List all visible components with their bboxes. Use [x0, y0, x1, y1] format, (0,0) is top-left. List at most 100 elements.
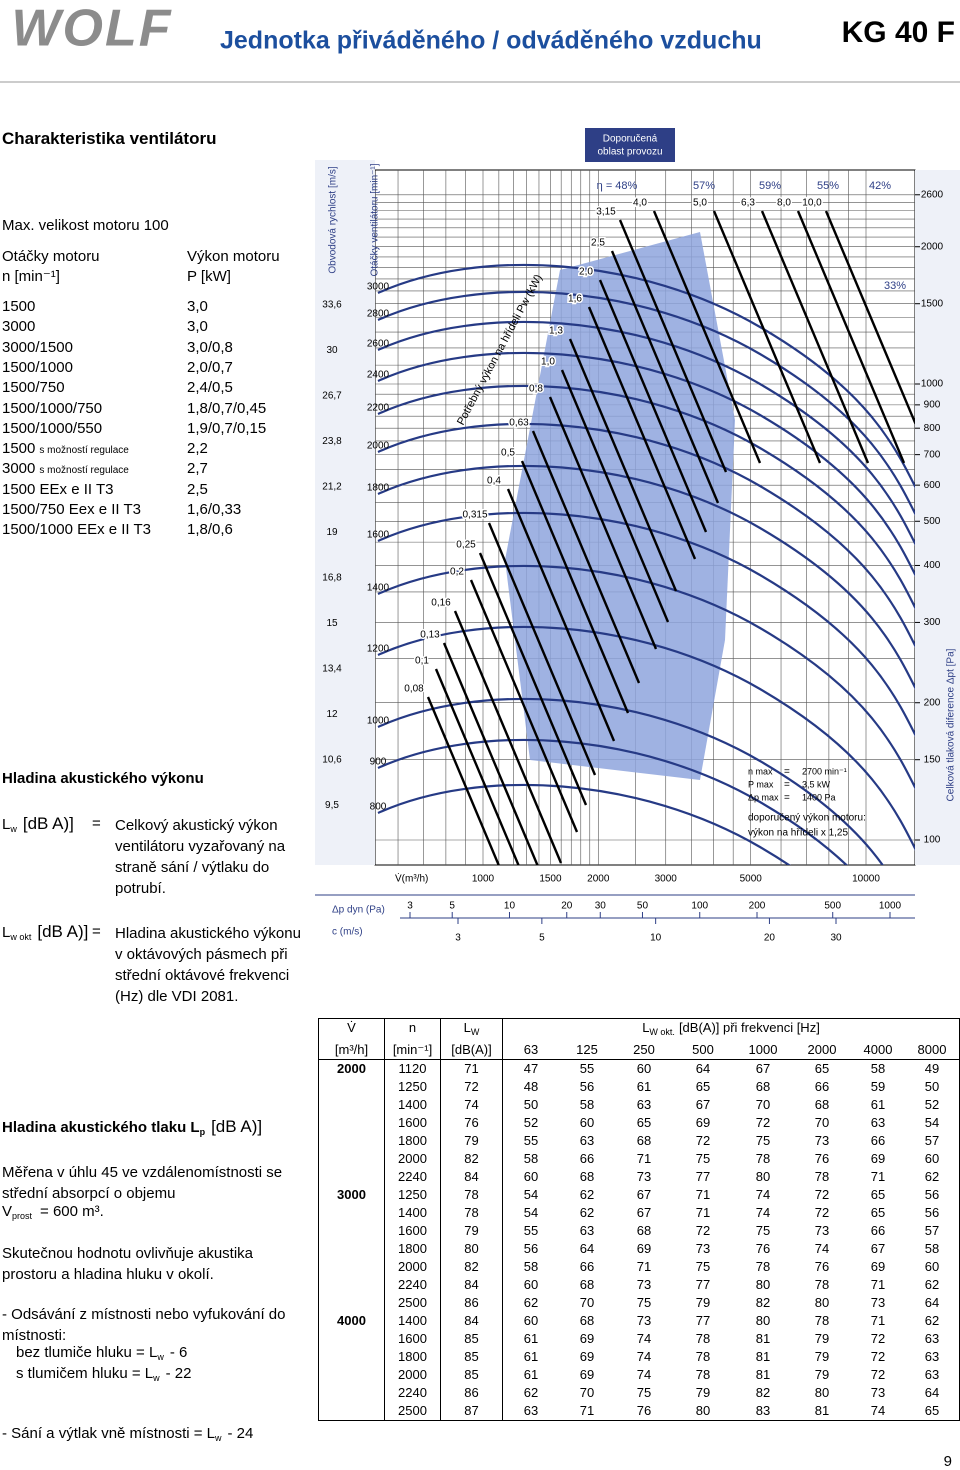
- cell: 79: [793, 1348, 851, 1366]
- cell: 78: [793, 1276, 851, 1294]
- cell: 55: [503, 1132, 559, 1150]
- fan-curve: [377, 464, 915, 690]
- cell: 79: [673, 1294, 733, 1312]
- cell: 2240: [385, 1168, 441, 1186]
- value: 60: [523, 1277, 539, 1292]
- value: 64: [579, 1241, 595, 1256]
- pressure-label: 500: [924, 516, 941, 527]
- pressure-label: 300: [924, 617, 941, 628]
- volume: Vprost = 600 m³.: [2, 1203, 104, 1225]
- pressure-label: 800: [924, 423, 941, 434]
- cell: 74: [733, 1204, 793, 1222]
- val: - 24: [227, 1425, 254, 1442]
- value: 74: [814, 1241, 830, 1256]
- cell: [min⁻¹]: [385, 1041, 441, 1059]
- value: 71: [695, 1187, 711, 1202]
- h: n: [408, 1020, 417, 1035]
- freq: 4000: [863, 1042, 893, 1057]
- motor-power: 2,2: [187, 440, 208, 458]
- cell: 56: [905, 1186, 959, 1204]
- power-label: 6,3: [741, 198, 755, 209]
- pressure-title: Hladina akustického tlaku Lp [dB A)]: [2, 1118, 262, 1141]
- value: 71: [870, 1169, 886, 1184]
- limit-eq: =: [784, 780, 790, 791]
- value: 63: [924, 1367, 940, 1382]
- value: 82: [755, 1385, 771, 1400]
- value: 1400: [398, 1097, 427, 1112]
- motor-row: 1500/1000/750: [2, 400, 102, 418]
- power-line: [560, 369, 670, 623]
- cell: 68: [733, 1078, 793, 1096]
- rpm-label: 1800: [367, 483, 390, 494]
- cell: [319, 1078, 385, 1096]
- cell: 83: [733, 1402, 793, 1420]
- value: 63: [870, 1115, 886, 1130]
- cell: 69: [615, 1240, 673, 1258]
- power-line: [760, 210, 870, 464]
- cell: 61: [503, 1348, 559, 1366]
- value: 2000: [398, 1151, 427, 1166]
- motor-row: 1500/1000/550: [2, 420, 102, 438]
- value: 64: [924, 1295, 940, 1310]
- value: 70: [579, 1385, 595, 1400]
- value: 63: [924, 1331, 940, 1346]
- cell: 75: [615, 1294, 673, 1312]
- cell: 74: [851, 1402, 905, 1420]
- cell: [319, 1348, 385, 1366]
- cell: [319, 1096, 385, 1114]
- value: 80: [695, 1403, 711, 1418]
- cell: 73: [793, 1132, 851, 1150]
- fan-curve: [377, 511, 915, 737]
- value: 74: [636, 1349, 652, 1364]
- value: 78: [755, 1259, 771, 1274]
- value: 79: [695, 1295, 711, 1310]
- cell: 72: [851, 1330, 905, 1348]
- value: 65: [924, 1403, 940, 1418]
- fan-curve: [377, 422, 915, 648]
- cell: 1800: [385, 1348, 441, 1366]
- flow-label: 1000: [472, 874, 495, 885]
- velocity-label: 16,8: [322, 573, 342, 584]
- value: 71: [870, 1277, 886, 1292]
- dyn-label: 50: [637, 901, 649, 912]
- value: 69: [636, 1241, 652, 1256]
- cell: 68: [615, 1132, 673, 1150]
- limit-sym: P max: [748, 779, 774, 789]
- cell: 81: [733, 1330, 793, 1348]
- value: 69: [579, 1367, 595, 1382]
- value: 65: [870, 1205, 886, 1220]
- efficiency-label: 59%: [759, 180, 781, 192]
- unit: [dB A)]: [37, 922, 89, 941]
- cell: 85: [441, 1348, 503, 1366]
- rpm-label: 2400: [367, 370, 390, 381]
- fan-curve: [377, 320, 915, 546]
- velocity-label: 12: [326, 709, 338, 720]
- cell: 74: [615, 1348, 673, 1366]
- value: 59: [870, 1079, 886, 1094]
- sub: w: [157, 1352, 164, 1362]
- symbol: Lw [dB A)]: [2, 815, 74, 838]
- motor-speed: 3000/1500: [2, 338, 73, 356]
- value: 61: [523, 1349, 539, 1364]
- value: 1800: [398, 1349, 427, 1364]
- fan-curve: [377, 697, 884, 865]
- value: 68: [579, 1313, 595, 1328]
- value: 62: [924, 1169, 940, 1184]
- flow-title: V̇(m³/h): [395, 872, 428, 885]
- cell: 76: [441, 1114, 503, 1132]
- c-label: 30: [830, 933, 842, 944]
- cell: 79: [793, 1366, 851, 1384]
- cell: 63: [559, 1132, 615, 1150]
- eq: =: [92, 815, 101, 832]
- cell: 78: [673, 1366, 733, 1384]
- cell: 72: [733, 1114, 793, 1132]
- fan-curve: [377, 783, 791, 865]
- motor-note: výkon na hřídeli x 1,25: [748, 828, 848, 839]
- cell: 3000: [319, 1186, 385, 1204]
- cell: [319, 1294, 385, 1312]
- motor-power: 2,0/0,7: [187, 358, 233, 376]
- cell: [319, 1132, 385, 1150]
- value: 77: [695, 1277, 711, 1292]
- value: 60: [523, 1313, 539, 1328]
- value: 72: [870, 1331, 886, 1346]
